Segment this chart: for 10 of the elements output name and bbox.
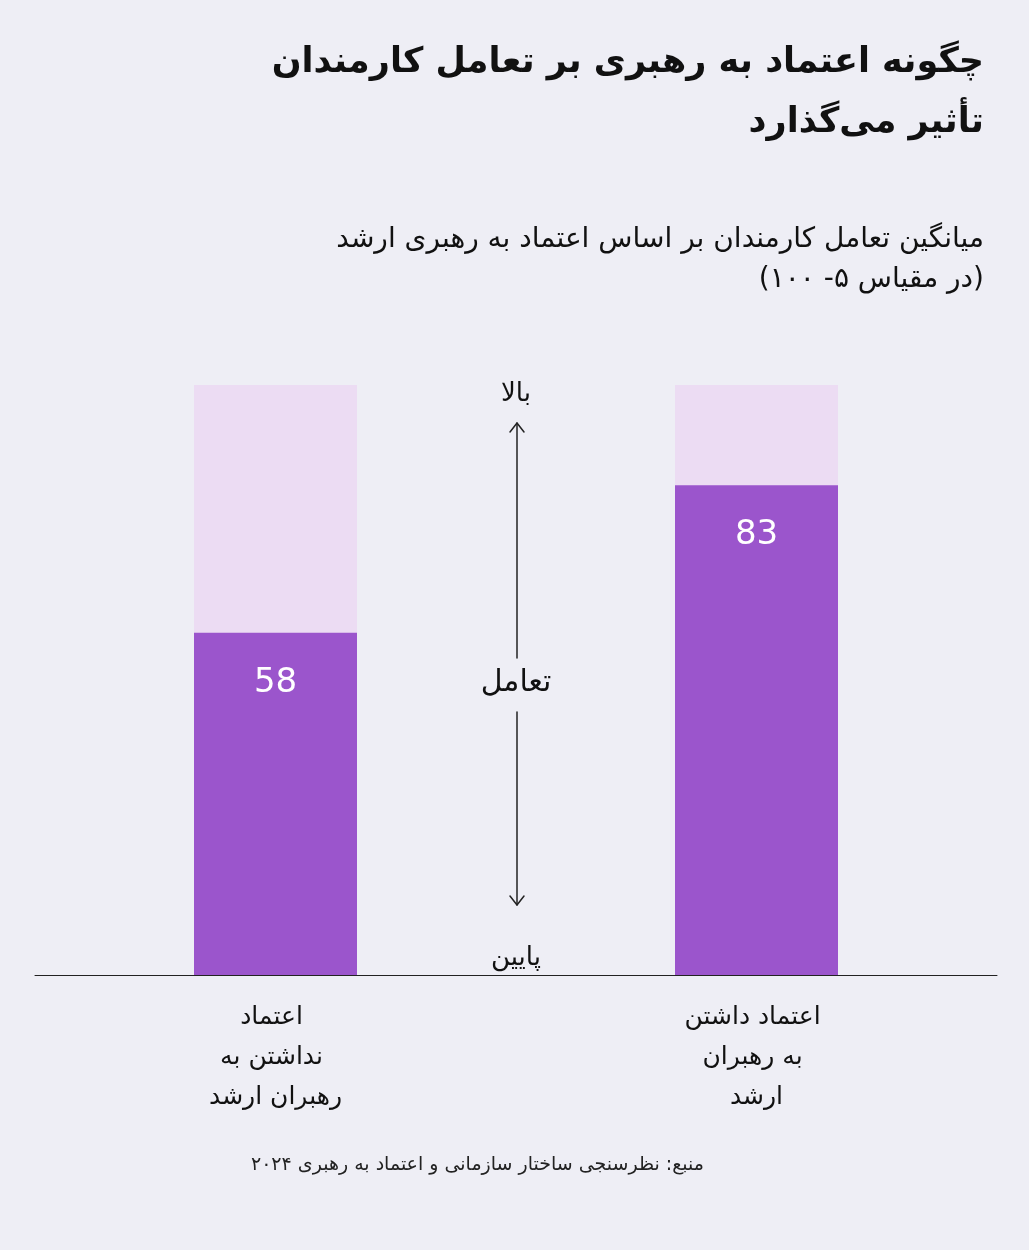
annotation: پایین: [490, 941, 542, 972]
data-label: 83: [734, 512, 779, 553]
x-tick-label: اعتماد داشتن به رهبران ارشد: [684, 1000, 829, 1110]
x-tick-label: اعتماد نداشتن به رهبران ارشد: [209, 1000, 342, 1110]
chart-title: چگونه اعتماد به رهبری بر تعامل کارمندان تأثیر می‌گذارد: [270, 39, 984, 143]
y-axis-title: تعامل: [480, 662, 552, 698]
text: منبع: نظرسنجی ساختار سازمانی و اعتماد به رهبری ۲۰۲۴: [249, 1152, 704, 1174]
data-label: 58: [253, 659, 298, 700]
annotation: بالا: [501, 377, 531, 407]
chart-subtitle: میانگین تعامل کارمندان بر اساس اعتماد به رهبری ارشد (در مقیاس ۵- ۱۰۰): [335, 220, 984, 296]
